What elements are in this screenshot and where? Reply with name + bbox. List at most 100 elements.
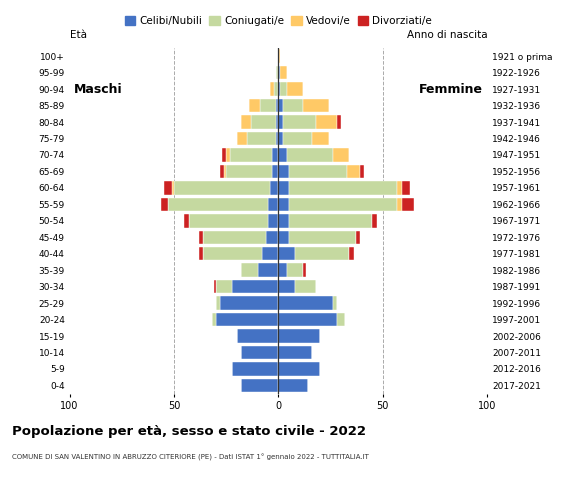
Bar (226, 148, 230, 162)
Bar (287, 83, 303, 96)
Text: Popolazione per età, sesso e stato civile - 2022: Popolazione per età, sesso e stato civil… (12, 425, 365, 438)
Bar (278, 49, 281, 63)
Bar (278, 379, 307, 392)
Bar (230, 148, 272, 162)
Text: COMUNE DI SAN VALENTINO IN ABRUZZO CITERIORE (PE) - Dati ISTAT 1° gennaio 2022 -: COMUNE DI SAN VALENTINO IN ABRUZZO CITER… (12, 454, 368, 461)
Bar (287, 148, 333, 162)
Bar (213, 280, 216, 293)
Bar (282, 115, 316, 129)
Bar (360, 165, 364, 178)
Bar (276, 132, 278, 145)
Bar (212, 313, 216, 326)
Bar (220, 165, 224, 178)
Bar (397, 198, 401, 211)
Bar (216, 280, 233, 293)
Text: Maschi: Maschi (74, 83, 122, 96)
Bar (281, 83, 287, 96)
Bar (287, 264, 303, 277)
Text: Età: Età (70, 30, 86, 40)
Bar (199, 230, 203, 244)
Bar (270, 83, 274, 96)
Bar (337, 115, 341, 129)
Bar (260, 99, 276, 112)
Bar (203, 230, 266, 244)
Bar (216, 296, 220, 310)
Bar (222, 148, 226, 162)
Text: Femmine: Femmine (419, 83, 483, 96)
Bar (333, 296, 337, 310)
Bar (278, 313, 337, 326)
Bar (184, 214, 188, 228)
Bar (258, 264, 278, 277)
Bar (164, 181, 172, 194)
Bar (333, 148, 349, 162)
Bar (268, 198, 278, 211)
Bar (276, 99, 278, 112)
Bar (161, 198, 168, 211)
Bar (266, 230, 278, 244)
Bar (278, 230, 289, 244)
Bar (270, 181, 278, 194)
Bar (278, 99, 282, 112)
Bar (312, 132, 328, 145)
Bar (303, 99, 328, 112)
Bar (295, 247, 349, 261)
Bar (278, 214, 289, 228)
Bar (303, 264, 306, 277)
Bar (241, 264, 258, 277)
Bar (289, 198, 397, 211)
Bar (278, 280, 295, 293)
Bar (337, 313, 345, 326)
Bar (401, 198, 414, 211)
Bar (241, 115, 251, 129)
Bar (276, 66, 278, 79)
Bar (316, 115, 337, 129)
Bar (289, 165, 347, 178)
Bar (241, 379, 278, 392)
Bar (251, 115, 276, 129)
Bar (347, 165, 360, 178)
Bar (262, 247, 278, 261)
Bar (278, 247, 295, 261)
Bar (282, 132, 312, 145)
Bar (226, 165, 272, 178)
Bar (278, 132, 282, 145)
Bar (272, 165, 278, 178)
Bar (272, 148, 278, 162)
Bar (278, 346, 312, 359)
Bar (278, 181, 289, 194)
Bar (172, 181, 174, 194)
Bar (174, 181, 270, 194)
Bar (295, 280, 316, 293)
Bar (278, 165, 289, 178)
Text: Anno di nascita: Anno di nascita (407, 30, 487, 40)
Bar (278, 362, 320, 376)
Bar (281, 66, 287, 79)
Legend: Celibi/Nubili, Coniugati/e, Vedovi/e, Divorziati/e: Celibi/Nubili, Coniugati/e, Vedovi/e, Di… (121, 12, 436, 30)
Bar (237, 329, 278, 343)
Bar (224, 165, 226, 178)
Bar (274, 83, 278, 96)
Bar (278, 264, 287, 277)
Bar (249, 99, 260, 112)
Bar (278, 329, 320, 343)
Bar (289, 214, 372, 228)
Bar (349, 247, 354, 261)
Bar (372, 214, 376, 228)
Bar (188, 214, 268, 228)
Bar (289, 230, 356, 244)
Bar (168, 198, 268, 211)
Bar (203, 247, 262, 261)
Bar (276, 115, 278, 129)
Bar (199, 247, 203, 261)
Bar (247, 132, 276, 145)
Bar (289, 181, 397, 194)
Bar (237, 132, 247, 145)
Bar (233, 280, 278, 293)
Bar (278, 198, 289, 211)
Bar (233, 362, 278, 376)
Bar (241, 346, 278, 359)
Bar (278, 66, 281, 79)
Bar (282, 99, 303, 112)
Bar (278, 115, 282, 129)
